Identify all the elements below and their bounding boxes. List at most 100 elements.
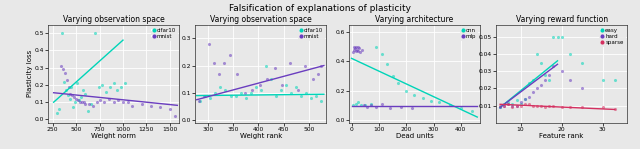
Point bbox=[236, 92, 246, 94]
Point bbox=[417, 97, 428, 99]
Point bbox=[61, 89, 71, 91]
Point bbox=[528, 91, 538, 93]
Point bbox=[112, 89, 122, 91]
Point bbox=[548, 65, 559, 67]
Point bbox=[63, 94, 73, 97]
Text: Falsification of explanations of plasticity: Falsification of explanations of plastic… bbox=[229, 4, 411, 13]
Point bbox=[92, 101, 102, 103]
Point bbox=[544, 73, 554, 76]
Point bbox=[220, 89, 230, 91]
Point bbox=[564, 53, 575, 55]
Point bbox=[515, 104, 525, 107]
Point bbox=[348, 104, 358, 107]
Point bbox=[499, 104, 509, 107]
Point bbox=[434, 101, 444, 104]
Point bbox=[93, 86, 104, 88]
Legend: cnn, mlp: cnn, mlp bbox=[460, 26, 478, 41]
Point bbox=[58, 68, 68, 71]
Point bbox=[544, 104, 554, 107]
Point bbox=[511, 99, 522, 102]
Point bbox=[122, 101, 132, 103]
Point bbox=[95, 99, 106, 102]
Point bbox=[75, 101, 85, 103]
Point bbox=[610, 108, 620, 110]
Point bbox=[351, 45, 362, 48]
Point bbox=[276, 89, 286, 91]
Point bbox=[557, 35, 567, 38]
Point bbox=[306, 97, 316, 100]
Point bbox=[247, 89, 257, 91]
Point bbox=[396, 106, 406, 108]
Point bbox=[239, 92, 250, 94]
Point bbox=[277, 83, 287, 86]
Point bbox=[260, 64, 271, 67]
Point bbox=[99, 101, 109, 103]
X-axis label: Weight rank: Weight rank bbox=[239, 134, 282, 139]
Legend: easy, hard, sparse: easy, hard, sparse bbox=[600, 26, 625, 47]
Point bbox=[54, 108, 65, 110]
Point bbox=[540, 106, 550, 109]
Point bbox=[67, 94, 77, 97]
Point bbox=[199, 94, 209, 97]
Point bbox=[503, 103, 513, 105]
Point bbox=[503, 101, 513, 103]
Point bbox=[410, 94, 420, 96]
Point bbox=[63, 86, 74, 88]
Point bbox=[536, 84, 546, 86]
Point bbox=[353, 45, 363, 48]
Point bbox=[108, 101, 119, 103]
Point bbox=[71, 98, 81, 100]
Point bbox=[266, 78, 276, 80]
Point bbox=[308, 78, 318, 80]
Point bbox=[349, 48, 360, 51]
Point bbox=[281, 83, 291, 86]
Point bbox=[255, 83, 265, 86]
Point bbox=[511, 104, 522, 107]
Point bbox=[349, 47, 360, 49]
Point bbox=[365, 104, 376, 107]
Point bbox=[360, 104, 371, 107]
Point bbox=[499, 103, 509, 105]
Point bbox=[351, 50, 361, 52]
Point bbox=[84, 103, 94, 105]
Point bbox=[528, 79, 538, 81]
Point bbox=[467, 110, 477, 112]
Point bbox=[357, 48, 367, 51]
Point bbox=[69, 96, 79, 98]
Point bbox=[371, 45, 381, 48]
Point bbox=[351, 103, 361, 105]
Point bbox=[348, 51, 358, 54]
Point bbox=[65, 98, 75, 100]
Point bbox=[313, 73, 323, 75]
Point bbox=[524, 82, 534, 84]
Point bbox=[209, 62, 220, 64]
Point bbox=[352, 48, 362, 51]
Point bbox=[156, 106, 166, 109]
Point bbox=[90, 32, 100, 34]
Point bbox=[508, 104, 518, 107]
Point bbox=[524, 103, 534, 105]
Point bbox=[60, 72, 70, 74]
Point bbox=[262, 78, 273, 80]
Point bbox=[353, 101, 364, 104]
Point bbox=[511, 104, 522, 107]
Point bbox=[355, 51, 365, 54]
Point bbox=[211, 92, 221, 94]
Point bbox=[564, 106, 575, 109]
Point bbox=[544, 79, 554, 81]
Point bbox=[540, 73, 550, 76]
Point bbox=[241, 97, 251, 100]
Point bbox=[88, 104, 98, 107]
Point bbox=[246, 92, 256, 94]
Point bbox=[495, 106, 505, 109]
Point bbox=[532, 53, 542, 55]
Point bbox=[104, 98, 114, 100]
Point bbox=[225, 53, 235, 56]
Legend: cifar10, mnist: cifar10, mnist bbox=[298, 26, 324, 41]
Point bbox=[557, 70, 567, 72]
Title: Varying architecture: Varying architecture bbox=[375, 15, 454, 24]
Point bbox=[401, 89, 412, 92]
Point bbox=[194, 100, 204, 102]
Point bbox=[81, 103, 91, 105]
Point bbox=[598, 79, 608, 81]
